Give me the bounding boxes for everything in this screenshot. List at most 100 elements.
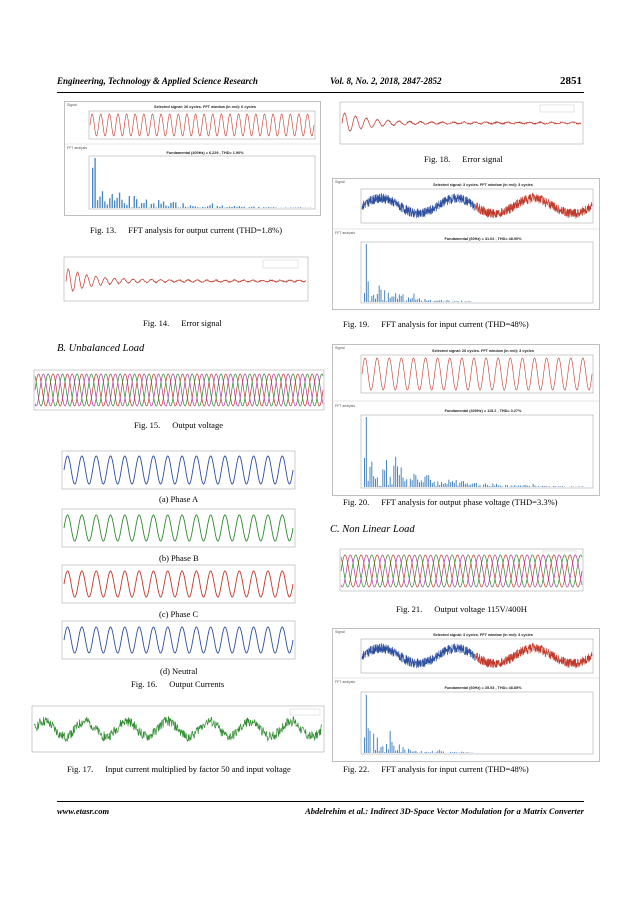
fig20-bars-bar — [397, 466, 399, 487]
fig19-bars-bar — [391, 296, 393, 302]
fig20-bars-bar — [552, 486, 554, 487]
fig22-bars-bar — [386, 744, 388, 753]
fig20-bars-bar — [419, 482, 421, 487]
fig13-bars-bar — [226, 207, 228, 208]
fig20-bars-bar — [545, 485, 547, 487]
fig17-wave — [33, 715, 323, 743]
fig19-bars-bar — [439, 300, 441, 302]
fig20-bars-bar — [523, 485, 525, 487]
fig20-bars-bar — [406, 479, 408, 487]
fig20-bars-bar — [477, 486, 479, 487]
fig20-bars-bar — [488, 486, 490, 487]
fig20-bars-bar — [441, 481, 443, 487]
fig20-bars-bar — [474, 483, 476, 487]
fig13-bars-bar — [158, 200, 160, 208]
fig22-bars-bar — [435, 752, 437, 753]
fig20-bars-bar — [448, 479, 450, 487]
fig19-bars-bar — [371, 296, 373, 302]
fft-label: FFT analysis — [335, 231, 355, 235]
fig20-top-title: Selected signal: 26 cycles. FFT window (… — [432, 349, 534, 353]
fig18-svg — [339, 101, 584, 145]
fig19-bars-bar — [466, 301, 468, 302]
fig13-bars-bar — [236, 207, 238, 208]
fig20-bars-bar — [430, 479, 432, 487]
fig19-bars-bar — [441, 300, 443, 302]
fig13-plot: Signal Selected signal: 26 cycles. FFT w… — [64, 101, 321, 216]
fig20-bars-bar — [499, 485, 501, 487]
fig19-bars-bar — [400, 296, 402, 302]
fig15-wave-a — [34, 373, 324, 407]
fig20-bars-bar — [442, 483, 444, 487]
fig20-bars-bar — [375, 478, 377, 487]
fig22-bars-bar — [402, 747, 404, 753]
fig19-bars-bar — [424, 298, 426, 302]
signal-label: Signal — [335, 346, 345, 350]
fig22-bars-bar — [376, 737, 378, 753]
fig19-bars-bar — [453, 301, 455, 302]
fig16a-plot — [58, 449, 298, 491]
fig13-bars-bar — [170, 202, 172, 208]
fig20-bars-bar — [422, 482, 424, 487]
fig13-bars-bar — [160, 203, 162, 208]
fig22-bars-bar — [375, 750, 377, 753]
fig20-bars-bar — [470, 484, 472, 487]
fig13-bars-bar — [206, 206, 209, 208]
fig19-bars-bar — [426, 300, 428, 302]
fig16-num: Fig. 16. — [131, 679, 158, 689]
fig20-bars-bar — [525, 484, 527, 487]
fig20-bars-bar — [494, 485, 496, 487]
fig19-text: FFT analysis for input current (THD=48%) — [381, 319, 529, 329]
fig19-bars-bar — [442, 301, 444, 302]
fig13-bars-bar — [263, 207, 265, 208]
fig19-bars-bar — [375, 298, 377, 302]
fig19-bars-bar — [364, 292, 366, 302]
fig22-bars-bar — [364, 737, 366, 753]
fig20-bars-bar — [367, 480, 369, 487]
fig19-bars — [364, 244, 474, 302]
fig22-bars-bar — [413, 751, 415, 753]
fig20-bars-bar — [424, 476, 426, 487]
volume-info: Vol. 8, No. 2, 2018, 2847-2852 — [330, 76, 442, 86]
fig20-bars-bar — [496, 483, 498, 487]
fig20-bars-bar — [534, 485, 536, 487]
fig20-bars-bar — [497, 485, 499, 487]
fig20-bars-bar — [376, 477, 378, 487]
fig19-bars-bar — [411, 297, 413, 302]
fig20-bars-bar — [560, 486, 562, 487]
fig22-wave-blue — [361, 642, 476, 669]
fig20-bars-bar — [541, 485, 543, 487]
fig20-bars-bar — [453, 482, 455, 487]
fig16b-svg — [61, 508, 296, 548]
fig13-bars-bar — [128, 196, 131, 208]
fig20-bars-bar — [571, 486, 573, 487]
fig20-bars-bar — [490, 486, 492, 487]
fig13-bars-bar — [150, 203, 153, 208]
fig20-bars-bar — [446, 484, 448, 487]
fig20-bars-bar — [409, 478, 411, 487]
fig20-caption: Fig. 20. FFT analysis for output phase vo… — [343, 497, 557, 507]
running-footer: www.etasr.com Abdelrehim et al.: Indirec… — [57, 806, 584, 816]
fig20-bars-bar — [415, 475, 417, 487]
fig17-text: Input current multiplied by factor 50 an… — [105, 764, 291, 774]
fig13-num: Fig. 13. — [90, 225, 117, 235]
fig22-bars-bar — [400, 751, 402, 753]
fig18-text: Error signal — [462, 154, 503, 164]
fig16a-wave — [63, 455, 294, 485]
fig20-bars-bar — [527, 485, 529, 487]
fig22-bars-bar — [461, 751, 463, 753]
fig13-bars-bar — [187, 207, 189, 208]
fig22-bars-bar — [365, 695, 367, 753]
fig13-bars-bar — [172, 202, 175, 208]
fig22-bars-bar — [387, 749, 389, 753]
fig14-caption: Fig. 14. Error signal — [143, 318, 222, 328]
fig19-bars-bar — [406, 300, 408, 302]
fig16b-plot — [58, 507, 298, 549]
fft-label: FFT analysis — [335, 680, 355, 684]
fig13-bars-bar — [162, 201, 165, 208]
fig20-bars-bar — [501, 486, 503, 487]
fig20-bars-bar — [411, 480, 413, 487]
fig20-bars-bar — [464, 483, 466, 487]
fig19-bars-bar — [384, 290, 386, 302]
fig19-bars-bar — [419, 298, 421, 302]
fig13-bars-bar — [297, 207, 299, 208]
